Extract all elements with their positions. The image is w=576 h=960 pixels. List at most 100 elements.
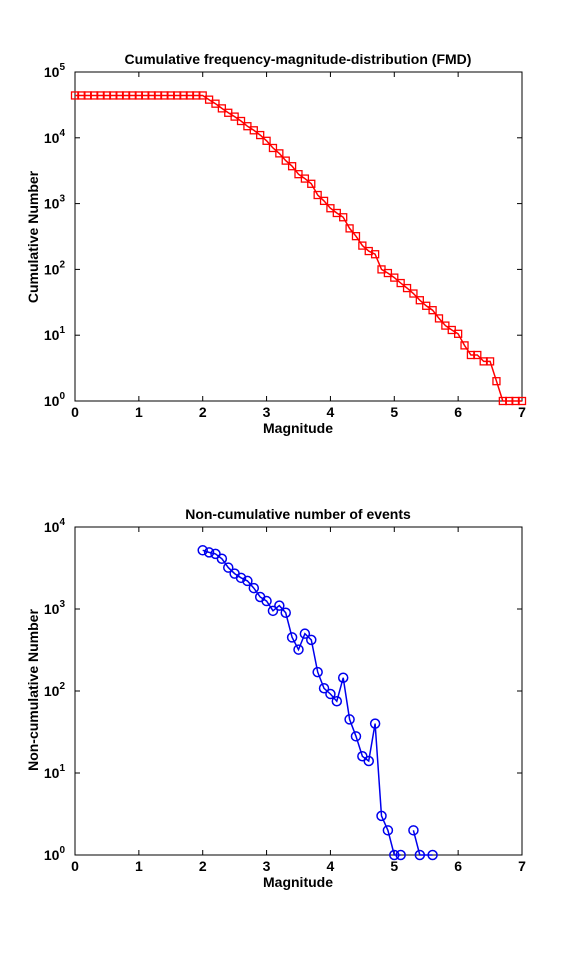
series-line	[75, 94, 522, 402]
data-point	[262, 136, 271, 145]
data-point	[345, 224, 354, 233]
data-point	[307, 179, 316, 188]
data-point	[249, 126, 258, 135]
data-point	[422, 301, 431, 310]
plot-area-frame	[74, 71, 523, 402]
data-point	[275, 149, 284, 158]
y-tick-label: 101	[44, 325, 66, 343]
data-point	[230, 112, 239, 121]
data-point	[370, 250, 380, 259]
data-point	[268, 143, 278, 153]
data-point	[517, 396, 527, 406]
data-point	[408, 825, 419, 836]
series-layer	[197, 545, 438, 861]
data-point	[313, 190, 322, 200]
y-axis-ticks: 100 101 102 103 104 105	[44, 62, 522, 409]
data-point	[485, 357, 495, 366]
data-point	[337, 672, 349, 684]
data-point	[326, 204, 335, 213]
data-point	[396, 278, 405, 288]
data-point	[350, 731, 362, 742]
x-tick-label: 3	[263, 858, 271, 874]
x-axis-ticks: 0 1 2 3 4 5 6 7	[71, 72, 526, 420]
x-tick-label: 7	[518, 858, 526, 874]
data-point	[197, 545, 208, 556]
data-point	[299, 628, 311, 639]
data-point	[287, 162, 297, 171]
x-tick-label: 7	[518, 404, 526, 420]
data-point	[216, 553, 228, 565]
data-point	[256, 130, 265, 140]
data-point	[434, 314, 444, 323]
data-point	[395, 849, 406, 861]
data-point	[390, 273, 399, 282]
data-point	[274, 600, 285, 611]
data-point	[211, 99, 220, 108]
y-axis-label: Non-cumulative Number	[25, 609, 41, 771]
y-tick-label: 102	[44, 259, 66, 277]
non-cumulative-chart: Non-cumulative number of events 0 1 2 3 4 5 6 7…	[25, 506, 526, 890]
data-point	[332, 208, 341, 218]
x-tick-label: 4	[327, 404, 335, 420]
data-point	[318, 683, 330, 694]
y-tick-label: 104	[44, 517, 66, 535]
x-tick-label: 0	[71, 404, 79, 420]
data-point	[382, 825, 394, 836]
data-point	[351, 232, 361, 241]
x-tick-label: 0	[71, 858, 79, 874]
x-tick-label: 6	[454, 404, 462, 420]
data-point	[414, 849, 426, 861]
data-point	[427, 849, 438, 861]
data-point	[492, 377, 501, 386]
y-axis-label: Cumulative Number	[25, 170, 41, 303]
data-point	[428, 306, 437, 315]
y-tick-label: 101	[44, 763, 66, 781]
data-point	[217, 104, 227, 113]
data-point	[261, 595, 272, 607]
data-point	[383, 268, 393, 278]
x-tick-label: 1	[135, 404, 143, 420]
y-tick-label: 100	[44, 845, 66, 863]
x-tick-label: 3	[263, 404, 271, 420]
y-tick-label: 100	[44, 391, 66, 409]
data-point	[369, 718, 381, 729]
x-axis-label: Magnitude	[263, 874, 333, 890]
data-point	[344, 714, 355, 725]
data-point	[267, 605, 279, 617]
data-point	[331, 695, 343, 707]
x-axis-label: Magnitude	[263, 420, 333, 436]
plot-area-frame	[74, 526, 523, 856]
data-point	[415, 296, 424, 305]
data-point	[453, 329, 463, 338]
data-point	[460, 341, 469, 350]
data-point	[402, 283, 412, 293]
chart-title: Non-cumulative number of events	[185, 506, 411, 522]
data-point	[281, 156, 290, 165]
data-point	[389, 849, 400, 861]
series-line	[202, 549, 401, 856]
data-point	[286, 632, 298, 643]
data-point	[242, 575, 253, 587]
data-point	[294, 170, 303, 179]
y-tick-label: 105	[44, 62, 66, 80]
data-point	[223, 562, 234, 573]
data-point	[409, 289, 418, 298]
data-point	[473, 350, 482, 360]
data-point	[248, 582, 260, 594]
x-tick-label: 4	[327, 858, 335, 874]
x-tick-label: 2	[199, 858, 207, 874]
data-point	[319, 196, 329, 206]
x-tick-label: 5	[390, 858, 398, 874]
data-point	[293, 644, 304, 655]
x-tick-label: 5	[390, 404, 398, 420]
data-point	[363, 755, 374, 767]
data-point	[300, 174, 310, 183]
data-point	[198, 91, 207, 100]
x-axis-ticks: 0 1 2 3 4 5 6 7	[71, 527, 526, 874]
x-tick-label: 6	[454, 858, 462, 874]
y-tick-label: 104	[44, 128, 66, 146]
y-tick-label: 102	[44, 681, 66, 699]
y-axis-ticks: 100 101 102 103 104	[44, 517, 522, 863]
y-tick-label: 103	[44, 194, 66, 212]
x-tick-label: 2	[199, 404, 207, 420]
